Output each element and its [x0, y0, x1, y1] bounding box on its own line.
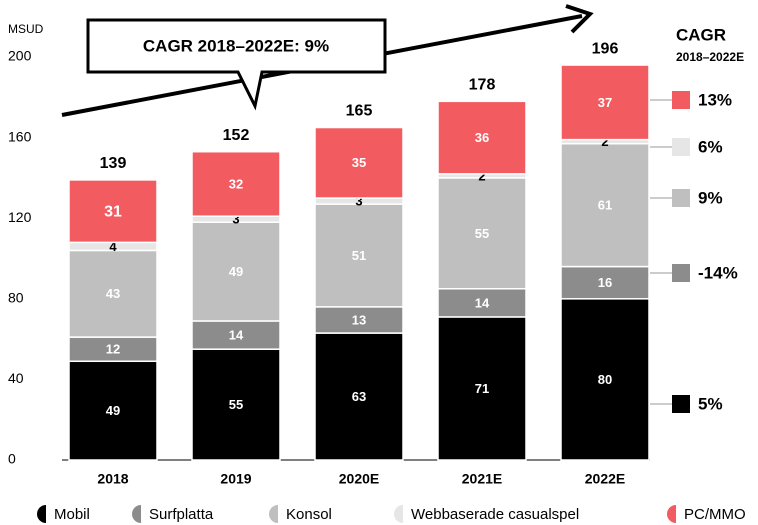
cagr-label: -14%: [698, 263, 738, 282]
total-label: 178: [469, 77, 496, 94]
value-label: 43: [106, 286, 120, 301]
cagr-label: 13%: [698, 90, 732, 109]
value-label: 55: [475, 226, 489, 241]
bar-segment: [191, 320, 281, 350]
value-label: 31: [104, 203, 122, 220]
legend-swatch: [667, 505, 676, 523]
y-tick-label: 40: [8, 370, 24, 386]
bar-segment: [314, 203, 404, 308]
x-tick-label: 2018: [97, 471, 128, 487]
value-label: 49: [229, 264, 243, 279]
legend-swatch: [269, 505, 278, 523]
value-label: 2: [478, 168, 485, 183]
legend-swatch: [37, 505, 46, 523]
cagr-swatch: [672, 395, 690, 413]
bar-segment: [191, 348, 281, 461]
bar-segment: [191, 221, 281, 322]
bar-segment: [437, 177, 527, 290]
cagr-swatch: [672, 138, 690, 156]
bar-segment: [68, 336, 158, 363]
y-axis-label: MSUD: [8, 22, 44, 36]
callout-box: [86, 18, 387, 111]
bar-segment: [437, 316, 527, 461]
cagr-swatch: [672, 264, 690, 282]
cagr-label: 6%: [698, 137, 723, 156]
legend-label: PC/MMO: [684, 506, 746, 523]
value-label: 16: [598, 275, 612, 290]
legend-label: Surfplatta: [149, 506, 214, 523]
cagr-label: 9%: [698, 188, 723, 207]
x-tick-label: 2020E: [339, 471, 379, 487]
legend-label: Webbaserade casualspel: [411, 506, 579, 523]
value-label: 63: [352, 389, 366, 404]
legend-label: Konsol: [286, 506, 332, 523]
cagr-label: 5%: [698, 394, 723, 413]
x-tick-label: 2019: [220, 471, 251, 487]
y-tick-label: 0: [8, 451, 16, 467]
value-label: 51: [352, 248, 366, 263]
value-label: 3: [232, 212, 239, 227]
bar-segment: [68, 360, 158, 461]
bar-segment: [560, 64, 650, 141]
cagr-subtitle: 2018–2022E: [676, 50, 744, 64]
y-tick-label: 120: [8, 209, 32, 225]
x-tick-label: 2022E: [585, 471, 625, 487]
value-label: 14: [229, 328, 244, 343]
value-label: 55: [229, 397, 243, 412]
bar-segment: [560, 142, 650, 268]
value-label: 13: [352, 312, 366, 327]
arrow-head: [565, 4, 594, 34]
y-tick-label: 160: [8, 128, 32, 144]
bar-segment: [560, 298, 650, 461]
bar-segment: [437, 100, 527, 175]
y-tick-label: 80: [8, 290, 24, 306]
cagr-swatch: [672, 91, 690, 109]
value-label: 36: [475, 130, 489, 145]
bar-segment: [191, 150, 281, 217]
value-label: 4: [109, 239, 117, 254]
total-label: 165: [346, 103, 373, 120]
value-label: 32: [229, 176, 243, 191]
cagr-swatch: [672, 189, 690, 207]
value-label: 49: [106, 403, 120, 418]
annotation: CAGR 2018–2022E: 9%: [143, 36, 329, 55]
legend-swatch: [394, 505, 403, 523]
x-tick-label: 2021E: [462, 471, 502, 487]
bar-segment: [314, 306, 404, 334]
value-label: 12: [106, 342, 120, 357]
value-label: 61: [598, 198, 612, 213]
value-label: 3: [355, 194, 362, 209]
legend-label: Mobil: [54, 506, 90, 523]
value-label: 2: [601, 134, 608, 149]
bar-segment: [314, 126, 404, 199]
value-label: 80: [598, 372, 612, 387]
legend-swatch: [132, 505, 141, 523]
cagr-title: CAGR: [676, 25, 726, 44]
bar-segment: [560, 265, 650, 300]
total-label: 139: [100, 155, 127, 172]
value-label: 35: [352, 155, 366, 170]
bar-segment: [68, 179, 158, 244]
value-label: 37: [598, 95, 612, 110]
bar-segment: [437, 287, 527, 318]
y-tick-label: 200: [8, 48, 32, 64]
total-label: 152: [223, 127, 250, 144]
value-label: 71: [475, 381, 489, 396]
total-label: 196: [592, 40, 619, 57]
bar-segment: [314, 332, 404, 461]
value-label: 14: [475, 295, 490, 310]
